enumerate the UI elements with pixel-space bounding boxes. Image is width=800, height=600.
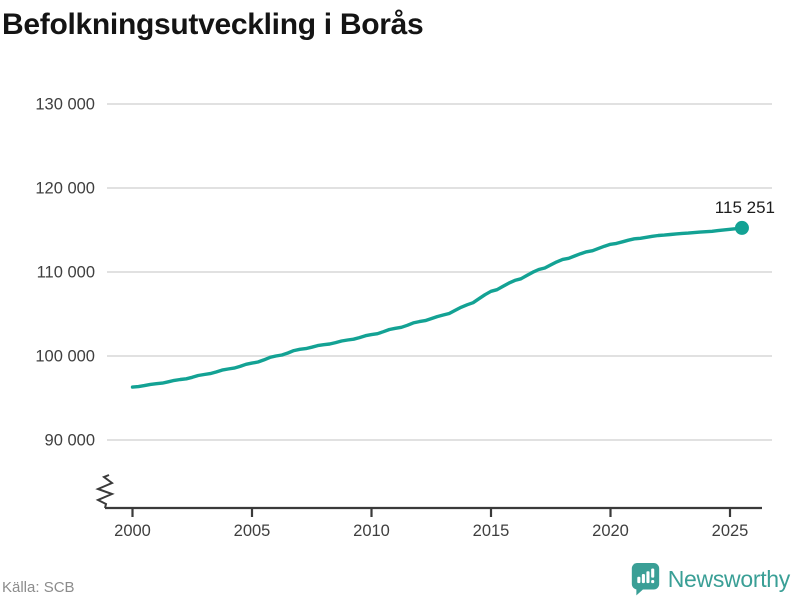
x-tick-label: 2010 — [353, 522, 390, 540]
y-tick-label: 120 000 — [35, 180, 95, 198]
last-point-marker — [734, 220, 749, 235]
page-title: Befolkningsutveckling i Borås — [2, 8, 424, 41]
end-value-label: 115 251 — [715, 198, 775, 217]
axis-break-icon — [95, 474, 115, 509]
x-tick-label: 2020 — [592, 522, 629, 540]
population-line-chart: 90 000 100 000 110 000 120 000 130 000 2000 20… — [35, 96, 775, 541]
x-tick-label: 2000 — [114, 522, 151, 540]
newsworthy-logo: Newsworthy — [630, 562, 790, 596]
source-note: Källa: SCB — [2, 579, 75, 596]
brand-name: Newsworthy — [667, 565, 791, 592]
population-line — [130, 226, 744, 389]
bar-chart-speech-bubble-icon — [631, 563, 659, 596]
x-tick-label: 2025 — [712, 522, 749, 540]
y-tick-label: 130 000 — [35, 96, 95, 114]
y-tick-label: 90 000 — [45, 432, 95, 450]
x-tick-label: 2005 — [234, 522, 271, 540]
y-tick-label: 110 000 — [37, 264, 95, 282]
y-tick-label: 100 000 — [35, 348, 95, 366]
x-tick-label: 2015 — [473, 522, 510, 540]
